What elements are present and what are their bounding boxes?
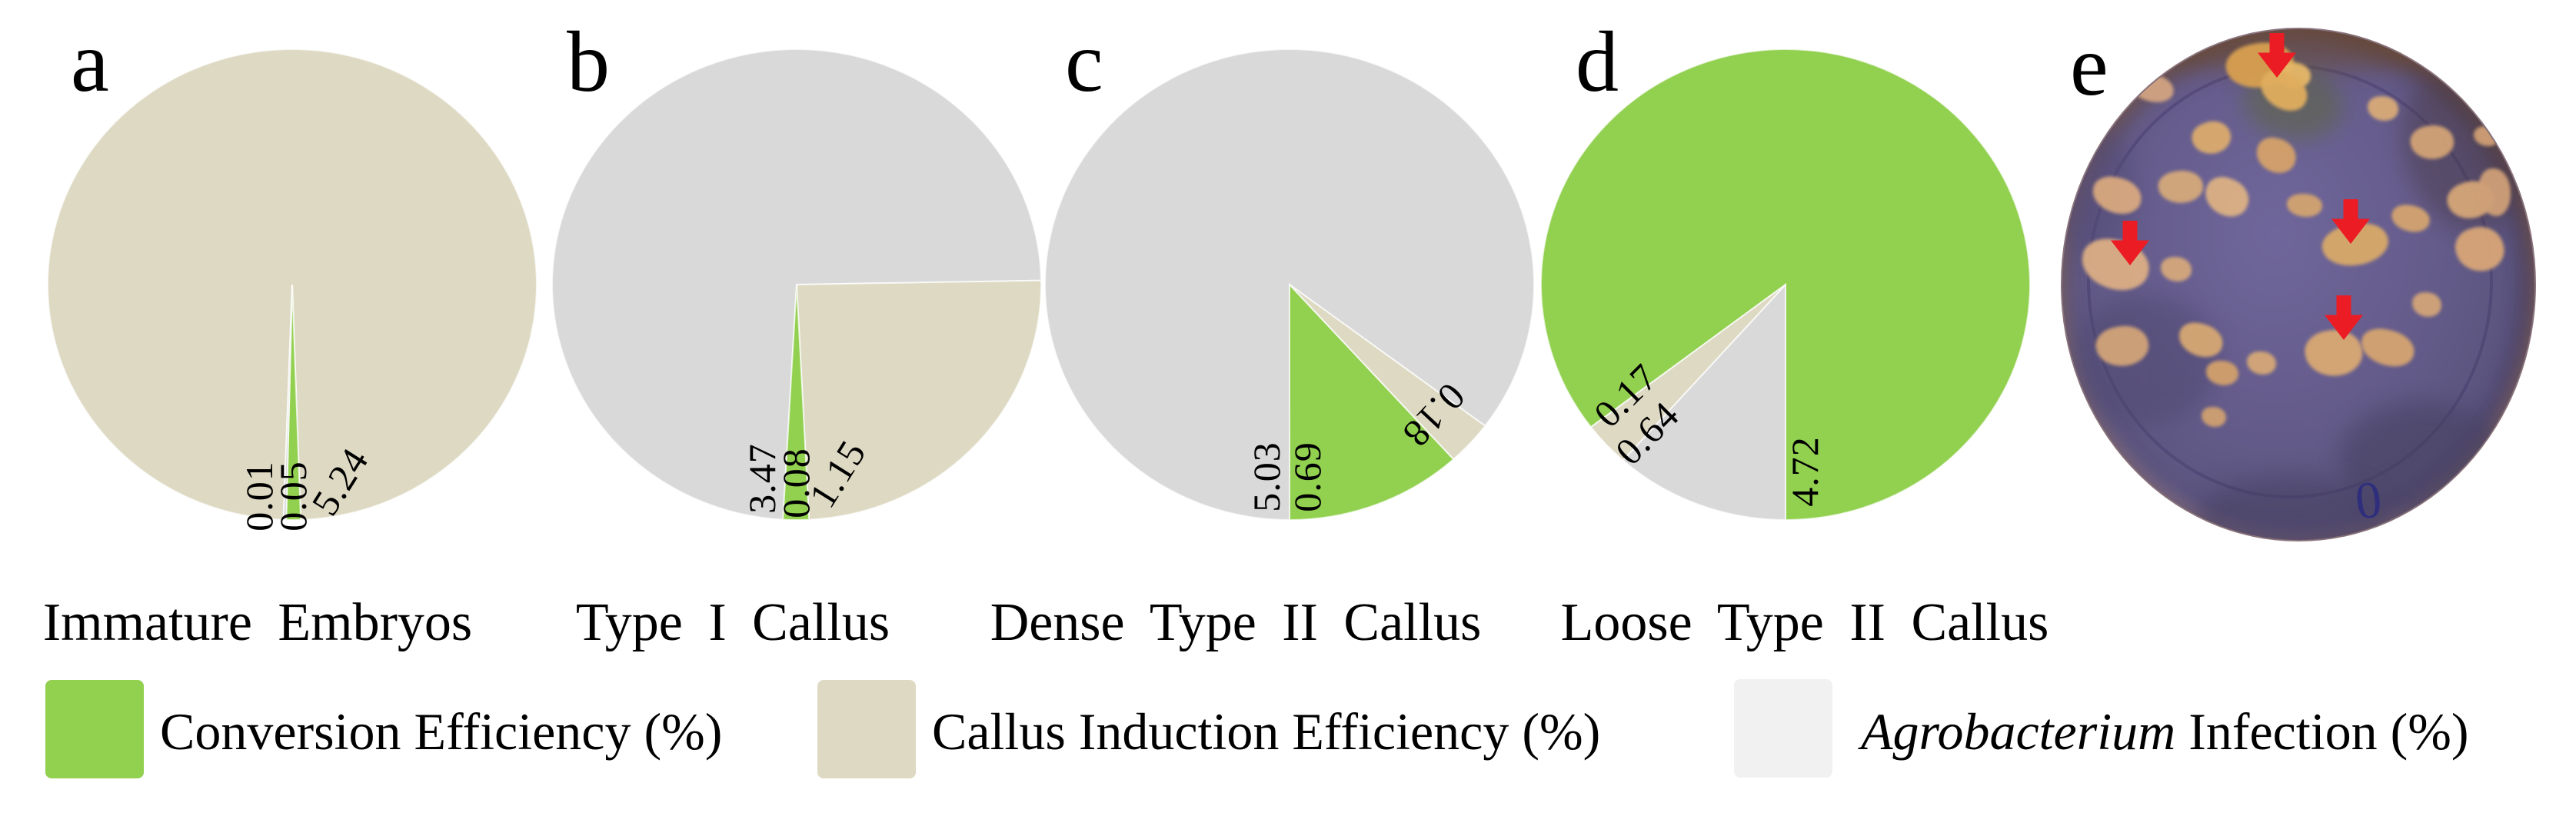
pie-slice-callus_induction (795, 279, 1042, 521)
pie-slice-agrobacterium (282, 284, 293, 521)
pie-value-labels: 3.47 0.08 1.15 (543, 31, 1050, 538)
pie-chart-immature-embryos (46, 48, 537, 521)
pie-slice-conversion (1540, 48, 2031, 521)
callus-clump (2247, 352, 2276, 375)
panel-letter-a: a (71, 15, 109, 110)
pie-title-type-i-callus: Type I Callus (575, 593, 890, 652)
pie-title-immature-embryos: Immature Embryos (42, 593, 473, 652)
pie-chart-type-i-callus (551, 48, 1042, 521)
pie-value-label: 5.03 (1245, 441, 1288, 512)
callus-clump (2412, 292, 2441, 317)
pie-chart-loose-type-ii-callus (1540, 48, 2031, 521)
callus-clump (2368, 96, 2398, 121)
panel-letter-d: d (1576, 15, 1619, 110)
legend-label-callus-induction-efficiency: Callus Induction Efficiency (%) (932, 702, 1601, 761)
panel-letter-c: c (1065, 15, 1103, 110)
callus-clump (2161, 257, 2192, 282)
pie-panel-dense-type-ii-callus: 5.03 0.69 0.18 (1036, 31, 1543, 538)
callus-clump (2287, 194, 2322, 217)
legend-label-agrobacterium-italic: Agrobacterium (1861, 702, 2176, 761)
callus-clump (2478, 168, 2511, 216)
dish-handwritten-zero: 0 (2352, 469, 2385, 531)
callus-clump (2474, 126, 2500, 146)
panel-letter-b: b (567, 15, 610, 110)
pie-chart-dense-type-ii-callus (1044, 48, 1535, 521)
pie-slice-conversion (1288, 282, 1455, 521)
pie-slice-callus_induction (1589, 284, 1786, 461)
legend-swatch-conversion-efficiency (45, 680, 144, 778)
pie-title-loose-type-ii-callus: Loose Type II Callus (1560, 593, 2049, 652)
pie-panel-type-i-callus: 3.47 0.08 1.15 (543, 31, 1050, 538)
dish-shading (2074, 295, 2220, 425)
pie-value-labels: 0.01 0.05 5.24 (38, 31, 546, 538)
pie-slice-agrobacterium (1622, 282, 1786, 521)
pie-slice-conversion (782, 284, 810, 521)
callus-clump (2206, 361, 2238, 385)
callus-clump (2127, 70, 2176, 105)
pie-slice-agrobacterium (1044, 48, 1535, 521)
callus-clump (2202, 407, 2226, 427)
petri-dish-photo: 0 (2061, 28, 2536, 541)
legend-label-conversion-efficiency: Conversion Efficiency (%) (160, 702, 723, 761)
pie-value-label: 5.24 (303, 440, 377, 523)
pie-title-dense-type-ii-callus: Dense Type II Callus (990, 593, 1482, 652)
pie-value-labels: 5.03 0.69 0.18 (1036, 31, 1543, 538)
legend-swatch-agrobacterium-infection (1734, 679, 1832, 778)
pie-value-label: 0.69 (1286, 441, 1329, 512)
legend-swatch-callus-induction-efficiency (817, 680, 916, 778)
legend-label-infection-rest: Infection (%) (2175, 702, 2469, 761)
panel-letter-e: e (2070, 18, 2108, 114)
pie-value-label: 0.18 (1394, 375, 1474, 456)
pie-slice-callus_induction (1289, 284, 1486, 461)
legend-label-agrobacterium-infection: Agrobacterium Infection (%) (1861, 681, 2469, 781)
pie-panel-loose-type-ii-callus: 0.17 0.64 4.72 (1532, 31, 2039, 538)
pie-value-label: 4.72 (1783, 436, 1826, 507)
pie-slice-callus_induction (46, 48, 537, 521)
pie-panel-immature-embryos: 0.01 0.05 5.24 (38, 31, 546, 538)
